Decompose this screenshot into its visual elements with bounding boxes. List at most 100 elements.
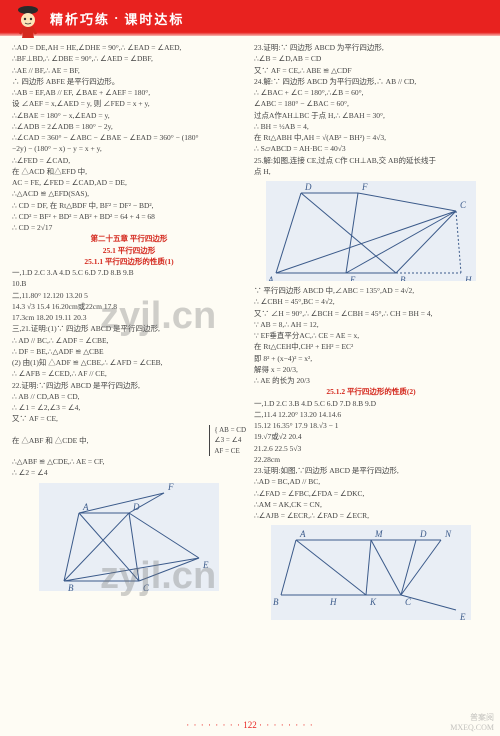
txt: ∴AD = BC,AD // BC, (254, 476, 488, 487)
svg-text:B: B (68, 583, 74, 591)
txt: ∴ DF = BE,∴△ADF ≌ △CBE (12, 346, 246, 357)
txt: ∴ CD = 2√17 (12, 222, 246, 233)
txt: 25.解:如图,连接 CE,过点 C作 CH⊥AB,交 AB的延长线于 (254, 155, 488, 166)
svg-text:E: E (202, 560, 209, 570)
txt: 23.证明:∵ 四边形 ABCD 为平行四边形, (254, 42, 488, 53)
svg-text:A: A (299, 529, 306, 539)
txt: −2y) − (180° − x) − y = x + y, (12, 143, 246, 154)
txt: ∴ BH = ½AB = 4, (254, 121, 488, 132)
txt: 14.3 √3 15.4 16.20cm或22cm 17.8 (12, 301, 246, 312)
txt: ∴ CD = DF, 在 Rt△BDF 中, BF² = DF² − BD², (12, 200, 246, 211)
corner-watermark: 普案阅 MXEQ.COM (450, 712, 494, 732)
svg-text:M: M (374, 529, 383, 539)
txt: ∴ S▱ABCD = AH·BC = 40√3 (254, 143, 488, 154)
txt: 23.证明:如图,∵四边形 ABCD 是平行四边形, (254, 465, 488, 476)
txt: 19.√7或√2 20.4 (254, 431, 488, 442)
txt: 又∵ ∠H = 90°,∴ ∠BCH = ∠CBH = 45°,∴ CH = B… (254, 308, 488, 319)
txt: ∵ AB = 8,∴ AH = 12, (254, 319, 488, 330)
txt: 在 △ABF 和 △CDE 中, (12, 435, 209, 446)
txt: 22.28cm (254, 454, 488, 465)
txt: ∴AB = EF,AB // EF, ∠BAE + ∠AEF = 180°, (12, 87, 246, 98)
txt: ∴ 四边形 ABFE 是平行四边形。 (12, 76, 246, 87)
txt: ∵ EF垂直平分AC,∴ CE = AE = x, (254, 330, 488, 341)
svg-text:D: D (132, 502, 140, 512)
geometry-diagram-3: AMDNBHKCE (271, 525, 471, 620)
page-header: 精析巧练 · 课时达标 (0, 0, 500, 36)
svg-text:B: B (400, 275, 406, 281)
subsection-title: 25.1.1 平行四边形的性质(1) (12, 256, 246, 267)
txt: 17.3cm 18.20 19.11 20.3 (12, 312, 246, 323)
txt: 三,21.证明:(1)∵ 四边形 ABCD 是平行四边形, (12, 323, 246, 334)
header-title-2: 课时达标 (124, 9, 184, 28)
page-number: 122 (243, 720, 257, 730)
geometry-diagram-2: D F C A E B H (266, 181, 476, 281)
txt: ∴∠AJB = ∠ECR,∴ ∠FAD = ∠ECR, (254, 510, 488, 521)
txt: ∴ ∠1 = ∠2,∠3 = ∠4, (12, 402, 246, 413)
txt: ∴ ∠2 = ∠4 (12, 467, 246, 478)
page-footer: · · · · · · · · 122 · · · · · · · · (0, 720, 500, 730)
txt: 一,1.D 2.C 3.A 4.D 5.C 6.D 7.D 8.B 9.B (12, 267, 246, 278)
txt: ∴∠ADB = 2∠ADB = 180° − 2y, (12, 121, 246, 132)
txt: ∴△ACD ≌ △EFD(SAS), (12, 188, 246, 199)
txt: ∵ 平行四边形 ABCD 中,∠ABC = 135°,AD = 4√2, (254, 285, 488, 296)
matrix-eq: { AB = CD ∠3 = ∠4 AF = CE (209, 425, 246, 457)
svg-text:A: A (267, 275, 274, 281)
txt: 在 Rt△ABH 中,AH = √(AB² − BH²) = 4√3, (254, 132, 488, 143)
svg-text:H: H (329, 597, 337, 607)
txt: 21.2.6 22.5 5√3 (254, 443, 488, 454)
txt: 在 △ACD 和△EFD 中, (12, 166, 246, 177)
section-title: 25.1 平行四边形 (12, 245, 246, 256)
txt: ∴∠B = ∠D,AB = CD (254, 53, 488, 64)
txt: ∴ AE 的长为 20/3 (254, 375, 488, 386)
txt: ∴ CD² = BF² + BD² = AB² + BD² = 64 + 4 =… (12, 211, 246, 222)
mascot-icon (12, 2, 44, 40)
txt: ∴ ∠BAC + ∠C = 180°,∴∠B = 60°, (254, 87, 488, 98)
txt: 10.B (12, 278, 246, 289)
svg-text:H: H (464, 275, 472, 281)
txt: ∴BF⊥BD,∴ ∠DBE = 90°,∴ ∠AED = ∠DBF, (12, 53, 246, 64)
txt: ∴∠CAD = 360° − ∠ABC − ∠BAE − ∠EAD = 360°… (12, 132, 246, 143)
txt: (2) 由(1)知 △ADF ≌ △CBE,∴ ∠AFD = ∠CEB, (12, 357, 246, 368)
subsection-title-2: 25.1.2 平行四边形的性质(2) (254, 386, 488, 397)
txt: ∴AM = AK,CK = CN, (254, 499, 488, 510)
right-column: 23.证明:∵ 四边形 ABCD 为平行四边形, ∴∠B = ∠D,AB = C… (254, 42, 488, 624)
chapter-title: 第二十五章 平行四边形 (12, 233, 246, 244)
svg-text:C: C (405, 597, 412, 607)
txt: ∴∠BAE = 180° − x,∠EAD = y, (12, 110, 246, 121)
svg-text:C: C (460, 200, 467, 210)
header-title-1: 精析巧练 (50, 9, 110, 28)
svg-text:C: C (143, 583, 150, 591)
left-column: ∴AD = DE,AH = HE,∠DHE = 90°,∴ ∠EAD = ∠AE… (12, 42, 246, 624)
txt: 设 ∠AEF = x,∠AED = y, 则 ∠FED = x + y, (12, 98, 246, 109)
txt: ∴∠FED = ∠CAD, (12, 155, 246, 166)
txt: 22.证明:∵四边形 ABCD 是平行四边形, (12, 380, 246, 391)
txt: 点 H, (254, 166, 488, 177)
txt: 一,1.D 2.C 3.B 4.D 5.C 6.D 7.D 8.B 9.D (254, 398, 488, 409)
txt: 15.12 16.35° 17.9 18.√3 − 1 (254, 420, 488, 431)
svg-text:E: E (349, 275, 356, 281)
txt: ∴△ABF ≌ △CDE,∴ AE = CF, (12, 456, 246, 467)
txt: 二,11.80° 12.120 13.20 5 (12, 290, 246, 301)
svg-text:D: D (304, 182, 312, 192)
txt: 解得 x = 20/3, (254, 364, 488, 375)
txt: ∴AE // BF,∴ AE = BF, (12, 65, 246, 76)
txt: ∠ABC = 180° − ∠BAC = 60°, (254, 98, 488, 109)
footer-dots-right: · · · · · · · · (259, 720, 314, 730)
txt: 24.解:∵ 四边形 ABCD 为平行四边形,∴ AB // CD, (254, 76, 488, 87)
footer-dots-left: · · · · · · · · (186, 720, 241, 730)
txt: 即 8² + (x−4)² = x², (254, 353, 488, 364)
svg-text:N: N (444, 529, 452, 539)
txt: 在 Rt△CEH中,CH² + EH² = EC² (254, 341, 488, 352)
txt: ∴∠FAD = ∠FBC,∠FDA = ∠DKC, (254, 488, 488, 499)
txt: 又∵ AF = CE, (12, 413, 246, 424)
svg-text:E: E (459, 612, 466, 620)
geometry-diagram-1: FADBCE (39, 483, 219, 591)
svg-text:F: F (361, 182, 368, 192)
txt: 又∵ AF = CE,∴ ABE ≌ △CDF (254, 65, 488, 76)
txt: ∴ AD // BC,∴ ∠ADF = ∠CBE, (12, 335, 246, 346)
txt: 二,11.4 12.20° 13.20 14.14.6 (254, 409, 488, 420)
svg-text:K: K (369, 597, 377, 607)
txt: ∴AD = DE,AH = HE,∠DHE = 90°,∴ ∠EAD = ∠AE… (12, 42, 246, 53)
txt: ∴ AB // CD,AB = CD, (12, 391, 246, 402)
txt: AC = FE, ∠FED = ∠CAD,AD = DE, (12, 177, 246, 188)
